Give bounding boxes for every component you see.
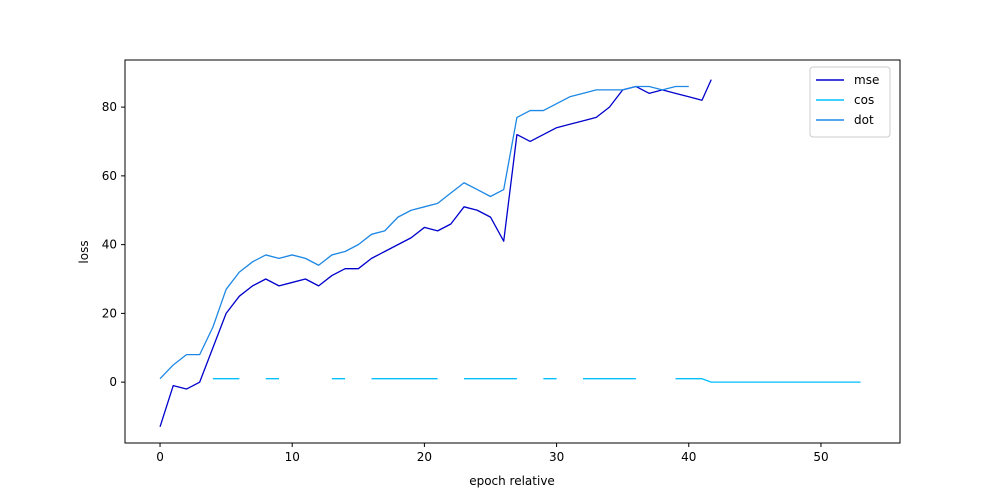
y-tick-label: 20 bbox=[102, 306, 117, 320]
series-line bbox=[159, 79, 712, 428]
legend-label: cos bbox=[854, 93, 874, 107]
x-tick-label: 50 bbox=[813, 450, 828, 464]
legend-label: mse bbox=[854, 73, 879, 87]
plot-frame bbox=[124, 59, 901, 444]
y-tick-label: 80 bbox=[102, 100, 117, 114]
y-axis-label: loss bbox=[77, 240, 91, 263]
x-tick-label: 20 bbox=[417, 450, 432, 464]
y-tick-label: 0 bbox=[109, 375, 117, 389]
x-tick-label: 40 bbox=[681, 450, 696, 464]
x-axis-label: epoch relative bbox=[469, 474, 555, 488]
series-line bbox=[159, 85, 689, 380]
legend-label: dot bbox=[854, 113, 874, 127]
y-tick-label: 40 bbox=[102, 238, 117, 252]
series-line bbox=[212, 378, 861, 383]
x-tick-label: 0 bbox=[156, 450, 164, 464]
x-tick-label: 30 bbox=[549, 450, 564, 464]
x-tick-label: 10 bbox=[285, 450, 300, 464]
y-tick-label: 60 bbox=[102, 169, 117, 183]
